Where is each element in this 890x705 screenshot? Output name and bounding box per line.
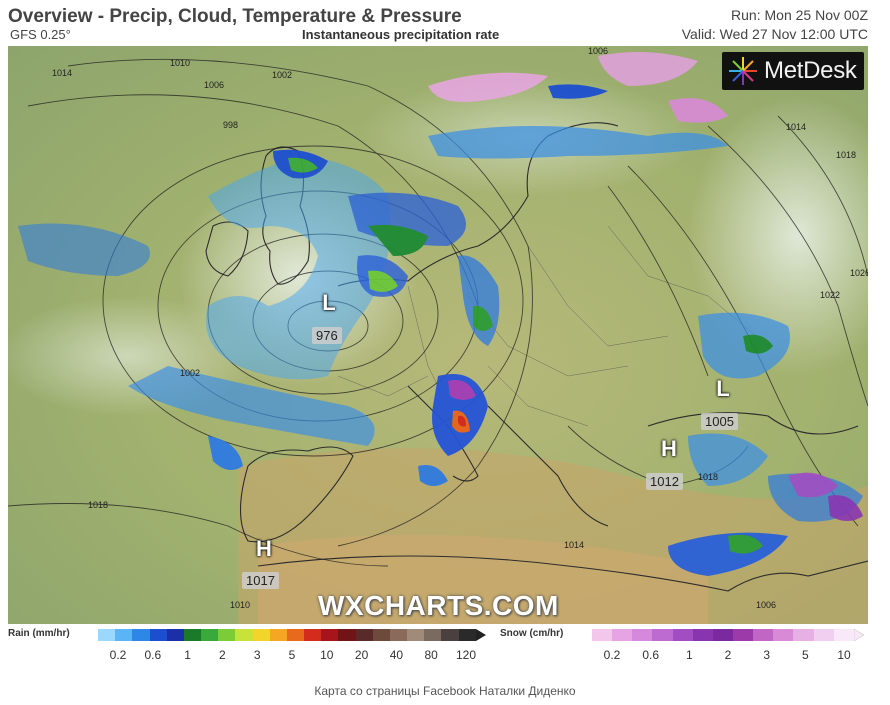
map-canvas xyxy=(8,46,868,624)
colorbar-swatch xyxy=(201,629,219,641)
colorbar-tick-label: 3 xyxy=(253,648,261,662)
weather-map: MetDesk L 976 L 1005 H 1012 H 1017 1014 … xyxy=(8,46,868,624)
isobar-label: 1002 xyxy=(180,368,201,378)
colorbar-tick-label: 1 xyxy=(184,648,191,662)
colorbar-tick-label: 20 xyxy=(354,648,369,662)
isobar-label: 1022 xyxy=(820,290,841,300)
colorbar-tick-label: 2 xyxy=(219,648,226,662)
colorbar-swatch xyxy=(355,629,373,641)
low-center-symbol: L xyxy=(322,290,336,315)
high-center-value: 1017 xyxy=(242,572,279,589)
isobar-label: 1006 xyxy=(588,46,609,56)
high-center-value: 1012 xyxy=(646,473,683,490)
isobar-label: 1002 xyxy=(272,70,293,80)
colorbar-swatch xyxy=(407,629,425,641)
image-credit: Карта со страницы Facebook Наталки Диден… xyxy=(314,684,576,698)
colorbar-tick-label: 10 xyxy=(837,648,851,662)
colorbar-swatch xyxy=(115,629,133,641)
colorbar-tick-label: 0.6 xyxy=(144,648,162,662)
low-center-symbol: L xyxy=(716,376,730,401)
colorbar-swatch xyxy=(183,629,202,641)
colorbar-swatch xyxy=(149,629,167,641)
colorbar-swatch xyxy=(132,629,150,641)
isobar-label: 998 xyxy=(223,120,239,130)
isobar-label: 1006 xyxy=(204,80,225,90)
colorbar-swatch xyxy=(218,629,236,641)
colorbar-swatch xyxy=(592,629,613,641)
isobar-label: 1014 xyxy=(564,540,585,550)
colorbar-swatch xyxy=(269,629,287,641)
low-center-value: 976 xyxy=(312,327,342,344)
isobar-label: 1018 xyxy=(88,500,109,510)
colorbar-swatch xyxy=(372,629,390,641)
isobar-label: 1014 xyxy=(786,122,807,132)
colorbar-swatch xyxy=(773,629,794,641)
snow-legend-title: Snow (cm/hr) xyxy=(500,628,564,639)
colorbar-swatch xyxy=(612,629,633,641)
colorbar-tick-label: 0.6 xyxy=(642,648,659,662)
colorbar-swatch xyxy=(252,629,270,641)
colorbar-tick-label: 0.2 xyxy=(109,648,127,662)
header-bar: Overview - Precip, Cloud, Temperature & … xyxy=(0,0,890,46)
high-center-symbol: H xyxy=(256,536,272,561)
colorbar-swatch xyxy=(458,629,476,641)
colorbar-swatch xyxy=(321,629,339,641)
colorbar-swatch xyxy=(338,629,356,641)
metdesk-logo: MetDesk xyxy=(722,52,864,90)
colorbar-swatch xyxy=(304,629,322,641)
colorbar-swatch xyxy=(732,629,754,641)
colorbar-swatch xyxy=(235,629,253,641)
chart-subtitle: Instantaneous precipitation rate xyxy=(302,27,500,42)
colorbar-swatch xyxy=(98,629,116,641)
colorbar-tick-label: 2 xyxy=(724,648,732,662)
rain-legend-title: Rain (mm/hr) xyxy=(8,628,70,639)
colorbar-swatch xyxy=(753,629,774,641)
rain-bands xyxy=(18,84,863,576)
snow-colorbar xyxy=(592,629,854,641)
isobar-label: 1010 xyxy=(170,58,191,68)
colorbar-tick-label: 5 xyxy=(288,648,296,662)
metdesk-logo-icon xyxy=(729,57,757,85)
cloud-east xyxy=(688,96,868,376)
colorbar-tick-label: 0.2 xyxy=(603,648,621,662)
isobar-label: 1014 xyxy=(52,68,73,78)
colorbar-tick-label: 3 xyxy=(763,648,770,662)
colorbar-tick-label: 5 xyxy=(801,648,809,662)
snow-colorbar-arrow xyxy=(854,629,864,641)
isobar-label: 1018 xyxy=(836,150,857,160)
colorbar-tick-label: 40 xyxy=(389,648,404,662)
colorbar-tick-label: 10 xyxy=(320,648,334,662)
chart-title: Overview - Precip, Cloud, Temperature & … xyxy=(8,6,462,27)
model-label: GFS 0.25° xyxy=(10,27,71,42)
colorbar-swatch xyxy=(692,629,713,641)
isobar-label: 1018 xyxy=(698,472,719,482)
snow-areas xyxy=(428,52,863,521)
colorbar-swatch xyxy=(712,629,733,641)
valid-time: Valid: Wed 27 Nov 12:00 UTC xyxy=(681,26,868,42)
rain-colorbar xyxy=(98,629,476,641)
colorbar-tick-label: 80 xyxy=(424,648,438,662)
colorbar-swatch xyxy=(441,629,459,641)
metdesk-logo-text: MetDesk xyxy=(764,57,857,84)
wxcharts-watermark: WXCHARTS.COM xyxy=(318,590,559,621)
colorbar-swatch xyxy=(632,629,653,641)
colorbar-swatch xyxy=(286,629,305,641)
high-center-symbol: H xyxy=(661,436,677,461)
colorbar-swatch xyxy=(813,629,834,641)
colorbar-tick-label: 120 xyxy=(455,648,477,662)
low-center-value: 1005 xyxy=(701,413,738,430)
colorbar-swatch xyxy=(389,629,408,641)
colorbar-swatch xyxy=(652,629,673,641)
colorbar-swatch xyxy=(166,629,184,641)
rain-colorbar-arrow xyxy=(476,629,486,641)
colorbar-swatch xyxy=(424,629,442,641)
colorbar-tick-label: 1 xyxy=(685,648,693,662)
isobar-label: 1010 xyxy=(230,600,251,610)
colorbar-swatch xyxy=(793,629,814,641)
colorbar-swatch xyxy=(672,629,693,641)
colorbar-swatch xyxy=(833,629,854,641)
run-time: Run: Mon 25 Nov 00Z xyxy=(731,7,868,23)
isobar-label: 1026 xyxy=(850,268,868,278)
isobar-label: 1006 xyxy=(756,600,777,610)
